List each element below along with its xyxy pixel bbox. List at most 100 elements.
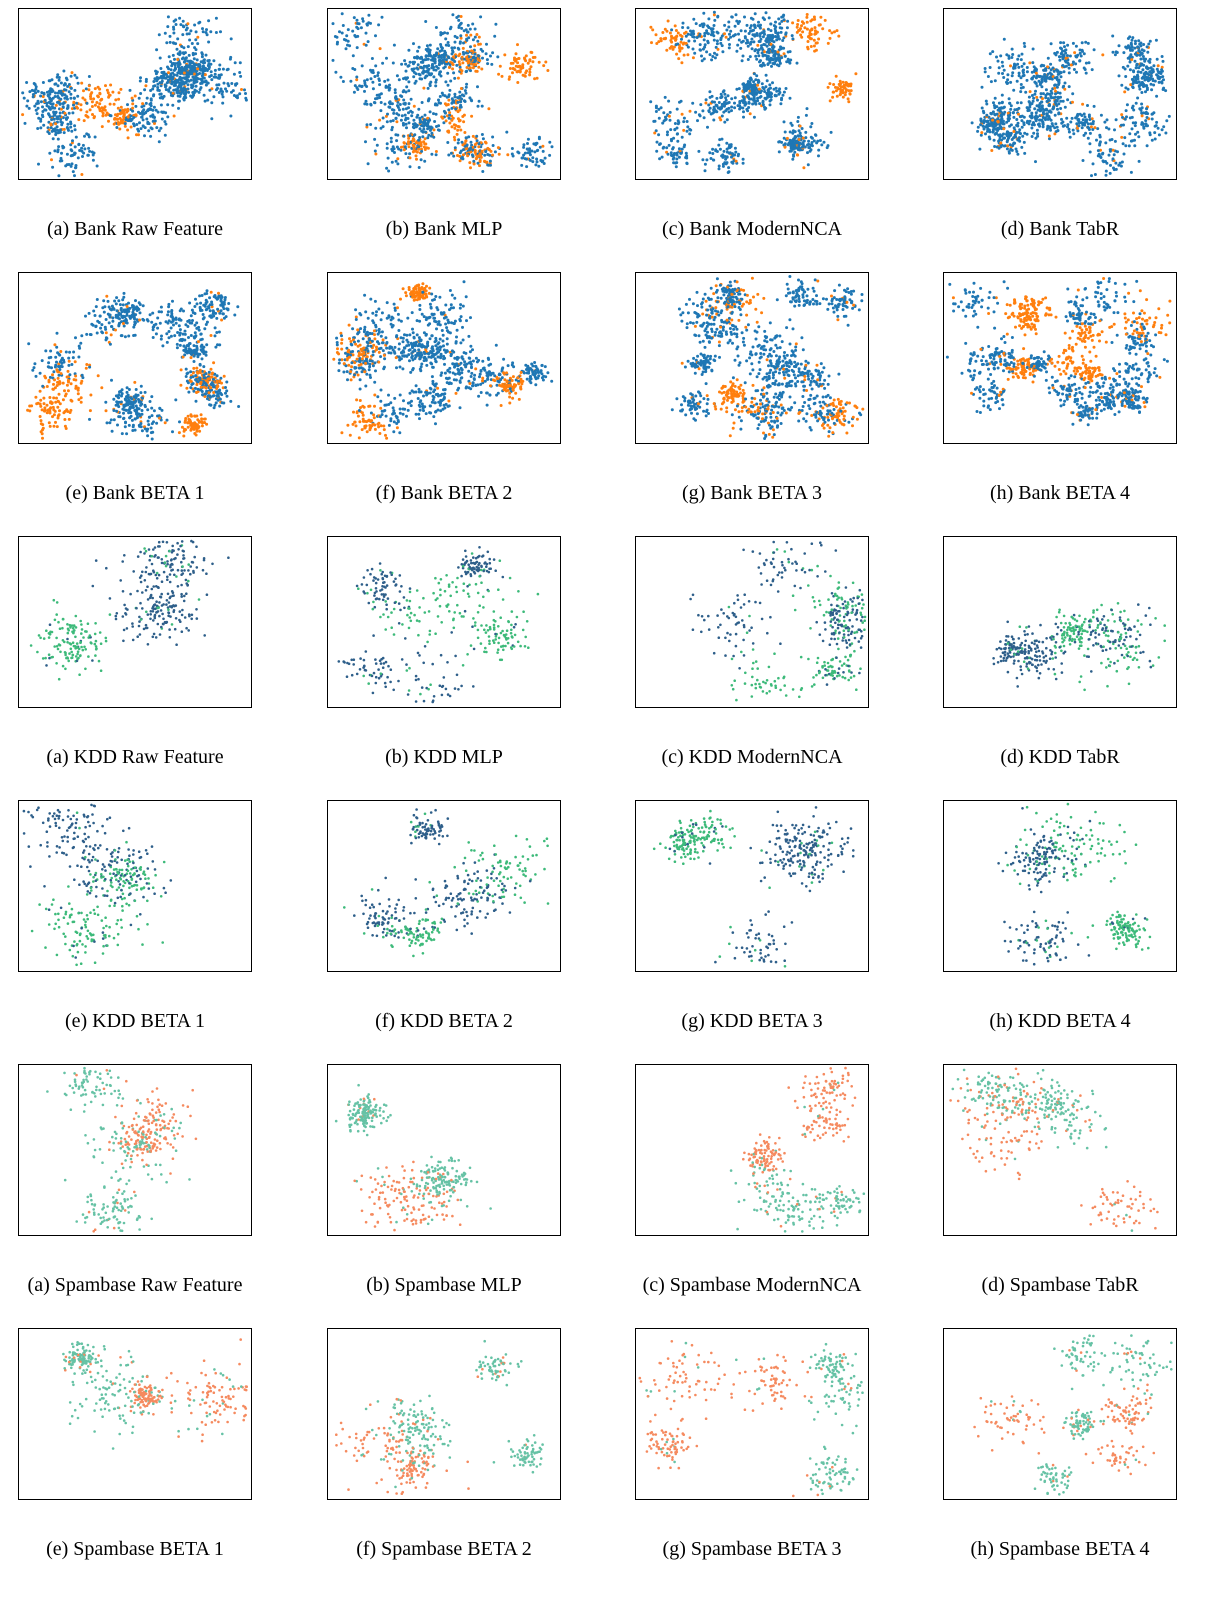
point — [81, 96, 85, 100]
point — [386, 78, 390, 82]
point — [67, 83, 71, 86]
point — [1059, 52, 1063, 56]
point — [1044, 67, 1048, 71]
point — [1048, 92, 1052, 96]
point — [689, 33, 693, 37]
point — [1127, 144, 1131, 148]
point — [23, 121, 27, 125]
point — [179, 70, 183, 74]
point — [381, 116, 385, 120]
point — [702, 57, 706, 61]
point — [175, 47, 179, 51]
point — [671, 146, 675, 150]
point — [988, 52, 992, 56]
point — [748, 112, 752, 116]
point — [1079, 54, 1083, 58]
point — [95, 298, 99, 301]
point — [1075, 55, 1079, 59]
point — [238, 71, 242, 74]
point — [772, 54, 776, 58]
point — [708, 151, 712, 155]
point — [1030, 123, 1034, 127]
point — [423, 113, 427, 117]
point — [117, 299, 121, 303]
point — [57, 100, 60, 104]
point — [713, 108, 717, 112]
point — [546, 69, 550, 72]
point — [657, 107, 661, 111]
point — [163, 83, 167, 87]
point — [207, 59, 211, 62]
point — [770, 64, 773, 68]
point — [432, 75, 436, 79]
point — [1133, 42, 1137, 46]
point — [763, 90, 767, 93]
point — [191, 67, 195, 71]
point — [1022, 115, 1026, 119]
point — [404, 90, 408, 94]
point — [222, 302, 226, 306]
point — [1009, 107, 1013, 111]
point — [121, 303, 125, 307]
point — [464, 136, 468, 140]
point — [428, 73, 432, 77]
point — [999, 145, 1003, 149]
point — [447, 129, 450, 133]
point — [769, 29, 773, 33]
point — [469, 166, 472, 170]
point — [474, 157, 478, 161]
point — [117, 97, 121, 101]
point — [60, 365, 64, 369]
point — [147, 129, 151, 133]
point — [439, 33, 443, 37]
point — [453, 148, 457, 152]
point — [352, 90, 356, 94]
point — [986, 75, 990, 78]
point — [172, 31, 176, 35]
point — [1067, 85, 1071, 89]
point — [131, 429, 135, 432]
point — [808, 29, 812, 33]
point — [417, 145, 421, 149]
point — [83, 147, 87, 151]
point — [1082, 66, 1086, 70]
point — [104, 400, 108, 404]
point — [680, 61, 684, 65]
point — [473, 44, 477, 48]
point — [237, 405, 241, 408]
point — [50, 366, 53, 370]
point — [790, 34, 794, 38]
point — [208, 88, 212, 92]
point — [449, 79, 453, 83]
point — [454, 124, 458, 127]
point — [88, 409, 92, 413]
point — [1150, 138, 1154, 142]
point — [1139, 108, 1143, 112]
point — [373, 137, 377, 141]
point — [189, 370, 193, 374]
point — [676, 122, 680, 126]
point — [1007, 114, 1011, 118]
point — [756, 83, 760, 87]
point — [423, 142, 427, 146]
point — [1087, 115, 1091, 119]
point — [806, 163, 810, 167]
point — [55, 75, 59, 79]
point — [849, 89, 853, 93]
point — [1002, 76, 1006, 79]
point — [781, 15, 785, 18]
point — [1067, 127, 1071, 131]
point — [510, 147, 514, 150]
point — [712, 118, 716, 122]
point — [171, 71, 175, 75]
point — [95, 101, 99, 104]
point — [730, 15, 734, 19]
point — [82, 119, 86, 123]
point — [986, 119, 990, 123]
point — [408, 152, 412, 156]
point — [181, 80, 185, 84]
point — [63, 418, 67, 421]
point — [178, 91, 182, 95]
point — [58, 114, 62, 118]
point — [519, 67, 523, 71]
